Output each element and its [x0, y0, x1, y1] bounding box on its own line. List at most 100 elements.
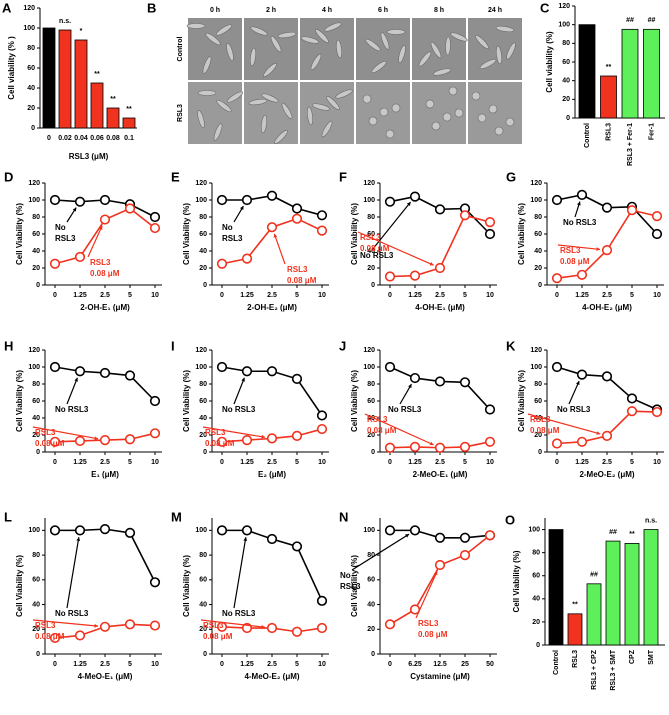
- y-tick-label: 40: [532, 596, 540, 603]
- x-axis-label: 4-MeO-E₁ (μM): [78, 672, 133, 681]
- data-point: [459, 532, 471, 543]
- y-tick-label: 60: [32, 398, 40, 405]
- x-tick-label: 1.25: [73, 661, 87, 668]
- significance: **: [110, 96, 116, 103]
- data-point: [291, 430, 303, 441]
- x-tick-label: 2.5: [602, 459, 612, 466]
- y-axis-label: Cell Viability (%): [350, 203, 359, 265]
- y-tick-label: 120: [195, 180, 207, 187]
- cell: [315, 28, 329, 44]
- x-tick-label: 0: [53, 459, 57, 466]
- data-point: [551, 194, 563, 206]
- x-tick-label: 10: [486, 292, 494, 299]
- y-tick-label: 80: [32, 552, 40, 559]
- cell: [488, 104, 498, 114]
- arrow-head: [596, 431, 601, 435]
- series-annotation: 0.08 μM: [90, 269, 120, 278]
- cell: [450, 32, 468, 42]
- y-tick-label: 20: [32, 432, 40, 439]
- cell: [479, 58, 497, 70]
- x-tick-label: 1.25: [73, 292, 87, 299]
- x-tick-label: 0.06: [90, 135, 104, 142]
- y-tick-label: 40: [562, 78, 570, 85]
- column-label: 2 h: [266, 7, 276, 14]
- x-tick-label: 10: [653, 459, 661, 466]
- y-tick-label: 0: [36, 282, 40, 289]
- y-tick-label: 40: [534, 415, 542, 422]
- annotation-arrow: [202, 426, 266, 438]
- annotation-arrow: [568, 380, 580, 405]
- cell: [321, 120, 333, 138]
- x-tick-label: 10: [318, 459, 326, 466]
- cell: [281, 102, 293, 120]
- data-point: [216, 194, 228, 206]
- y-tick-label: 80: [367, 381, 375, 388]
- x-tick-label: RSL3 + SMT: [610, 649, 617, 690]
- column-label: 24 h: [488, 7, 502, 14]
- arrow-head: [429, 441, 434, 446]
- y-tick-label: 20: [534, 265, 542, 272]
- data-point: [651, 211, 663, 222]
- data-point: [434, 442, 446, 453]
- data-point: [434, 559, 446, 571]
- series-annotation: No: [222, 223, 233, 232]
- arrow-head: [429, 262, 434, 266]
- data-point: [74, 196, 86, 207]
- data-point: [484, 436, 496, 447]
- cell: [202, 56, 212, 74]
- cell: [213, 123, 223, 141]
- series-annotation: No RSL3: [222, 609, 256, 618]
- y-tick-label: 40: [367, 601, 375, 608]
- significance: ##: [590, 572, 598, 579]
- data-point: [316, 410, 328, 421]
- cell: [249, 47, 257, 67]
- annotation-arrow: [357, 231, 434, 266]
- y-tick-label: 60: [562, 59, 570, 66]
- x-tick-label: 5: [463, 292, 467, 299]
- data-point: [149, 620, 161, 631]
- bar: [42, 27, 56, 129]
- annotation-arrow: [371, 201, 412, 251]
- x-tick-label: RSL3 + Fer-1: [627, 123, 634, 166]
- data-point: [99, 214, 111, 225]
- x-tick-label: 0: [388, 459, 392, 466]
- annotation-arrow: [233, 377, 245, 405]
- arrow-head: [405, 534, 410, 538]
- micrograph: [468, 82, 522, 144]
- significance: ##: [648, 17, 656, 24]
- x-tick-label: 10: [151, 661, 159, 668]
- cell: [300, 36, 320, 44]
- significance: **: [572, 602, 578, 609]
- x-tick-label: 2.5: [267, 661, 277, 668]
- x-axis-label: 4-OH-E₁ (μM): [415, 303, 465, 312]
- cell: [494, 126, 504, 136]
- data-point: [124, 203, 136, 214]
- annotation-arrow: [273, 233, 286, 265]
- data-point: [266, 622, 278, 634]
- data-point: [149, 395, 161, 407]
- panel-letter: A: [2, 0, 12, 15]
- x-tick-label: 10: [151, 459, 159, 466]
- y-tick-label: 0: [538, 449, 542, 456]
- x-tick-label: 0: [555, 459, 559, 466]
- cell: [365, 38, 381, 52]
- y-tick-label: 100: [558, 22, 570, 29]
- data-point: [216, 361, 228, 373]
- cell: [274, 129, 288, 145]
- y-tick-label: 0: [371, 282, 375, 289]
- panel-letter: N: [339, 509, 348, 524]
- y-tick-label: 40: [27, 85, 35, 92]
- y-tick-label: 0: [203, 651, 207, 658]
- cell: [379, 107, 389, 117]
- cell: [362, 94, 372, 104]
- x-axis-label: E₁ (μM): [91, 470, 119, 479]
- data-point: [576, 189, 588, 200]
- bar: [624, 543, 640, 646]
- data-point: [459, 377, 471, 388]
- series-annotation: 0.08 μM: [35, 439, 65, 448]
- cell: [431, 121, 441, 131]
- data-point: [124, 434, 136, 445]
- annotation-arrow: [415, 571, 438, 619]
- y-tick-label: 20: [367, 626, 375, 633]
- series-annotation: 0.08 μM: [530, 426, 560, 435]
